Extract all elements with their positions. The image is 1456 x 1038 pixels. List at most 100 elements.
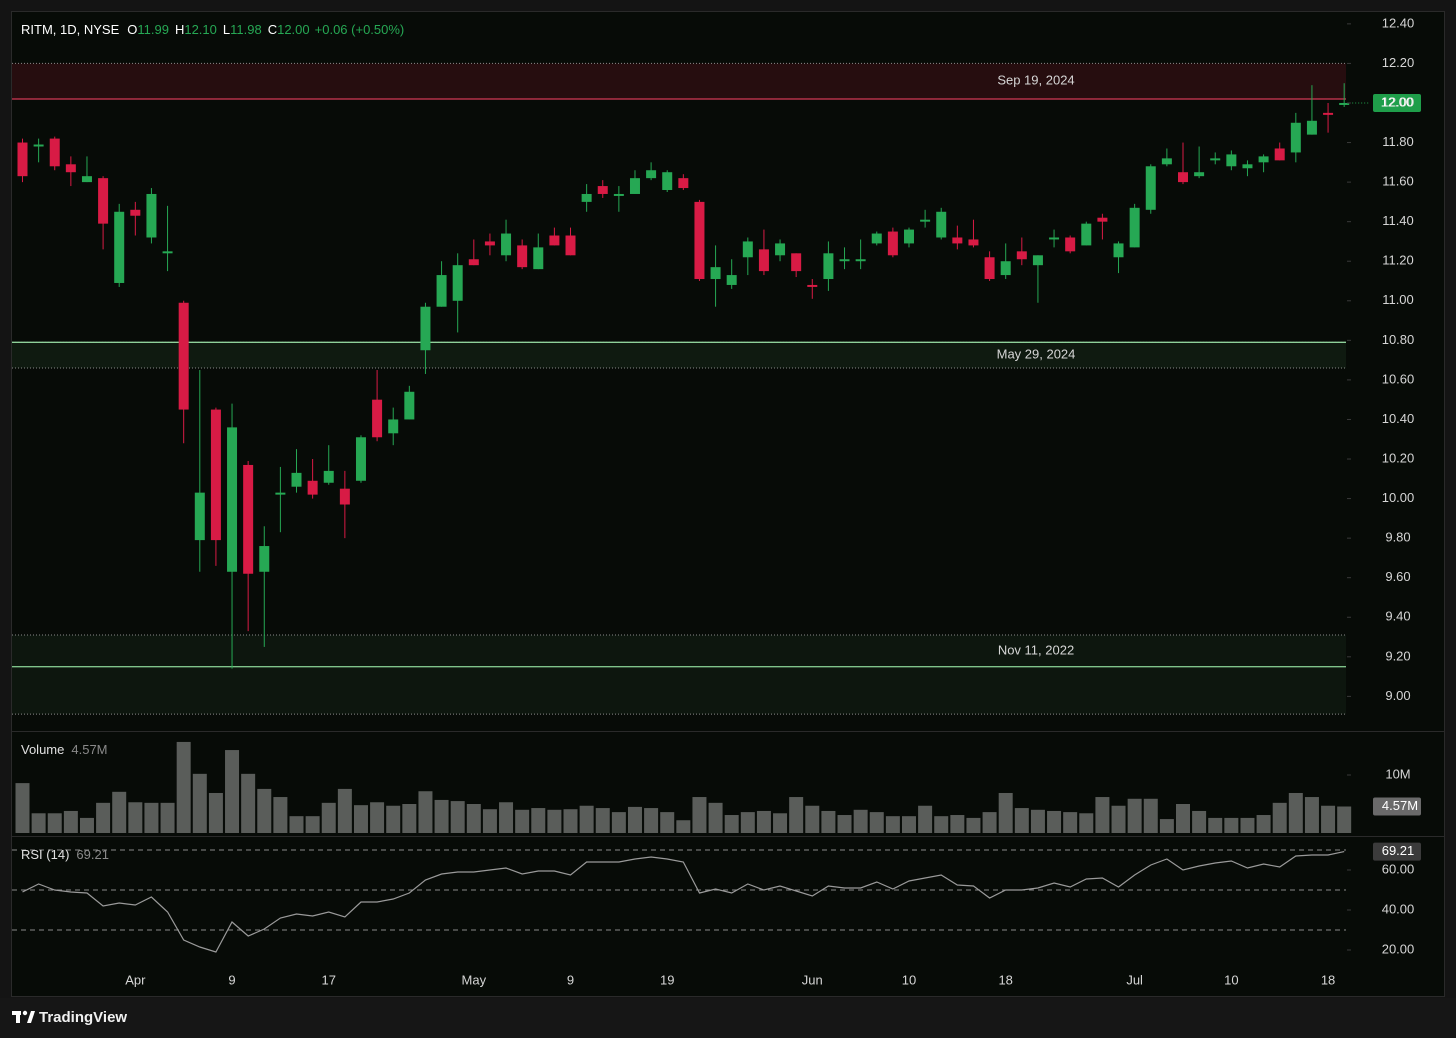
readout-key: L [223, 22, 230, 37]
zone-band [12, 635, 1346, 715]
volume-bar [450, 801, 465, 833]
candle-body [855, 259, 866, 262]
volume-bar [499, 802, 514, 833]
volume-bar [821, 810, 836, 833]
zone-label: May 29, 2024 [997, 347, 1076, 362]
candle-body [597, 186, 608, 194]
candle-body [694, 201, 705, 280]
rsi-line [22, 851, 1345, 953]
volume-bar [998, 792, 1013, 833]
volume-bar [225, 750, 240, 833]
candle-body [1113, 243, 1124, 258]
candle-body [968, 239, 979, 246]
candle-body [791, 253, 802, 272]
volume-bar [1159, 819, 1174, 833]
y-tick-label: 20.00 [1382, 941, 1415, 956]
y-tick-label: 9.00 [1385, 688, 1410, 703]
readout-value: 11.99 [137, 22, 169, 37]
volume-bar [1095, 797, 1110, 833]
volume-bar [192, 773, 207, 833]
volume-bar [1272, 802, 1287, 833]
volume-bar [1030, 809, 1045, 833]
volume-bar [1224, 817, 1239, 833]
candle-body [33, 144, 44, 147]
candle-body [984, 257, 995, 280]
volume-legend: Volume 4.57M [21, 742, 108, 757]
volume-bar [531, 808, 546, 833]
candle-body [81, 176, 92, 183]
y-tick-label: 10.40 [1382, 411, 1415, 426]
x-tick-label: 17 [322, 972, 336, 987]
candle-body [355, 437, 366, 481]
volume-bar [853, 809, 868, 833]
y-tick-label: 11.80 [1382, 134, 1414, 149]
readout-key: C [268, 22, 277, 37]
candle-body [323, 470, 334, 483]
volume-bar [176, 741, 191, 833]
candle-body [227, 427, 238, 572]
x-tick-label: May [462, 972, 487, 987]
zone-band [12, 342, 1346, 369]
volume-bar [1288, 792, 1303, 833]
legend-name: RSI (14) [21, 847, 69, 862]
candle-body [1274, 148, 1285, 161]
header: RITM, 1D, NYSE O11.99 H12.10 L11.98 C12.00 +0… [21, 22, 404, 37]
footer-bar [0, 998, 1456, 1038]
candle-body [1210, 158, 1221, 161]
volume-bar [724, 815, 739, 833]
candle-body [436, 275, 447, 307]
candle-body [339, 488, 350, 505]
symbol: RITM, 1D, NYSE [21, 22, 120, 37]
candle-body [710, 267, 721, 280]
volume-bar [595, 808, 610, 833]
candle-body [678, 178, 689, 189]
volume-bar [676, 820, 691, 833]
candle-body [1049, 237, 1060, 240]
rsi-value-box [1373, 842, 1421, 861]
candle-body [372, 399, 383, 438]
candle-body [613, 193, 624, 196]
candle-body [501, 233, 512, 256]
candle-body [452, 265, 463, 301]
volume-bar [241, 773, 256, 833]
candle-body [758, 249, 769, 272]
volume-bar [579, 805, 594, 833]
candle-body [65, 164, 76, 173]
volume-bar [1208, 817, 1223, 833]
volume-bar [756, 810, 771, 833]
candle-body [775, 243, 786, 256]
y-tick-label: 10.00 [1382, 490, 1415, 505]
candle-body [920, 219, 931, 222]
volume-bar [918, 805, 933, 833]
volume-bar [337, 788, 352, 833]
y-tick-label: 11.20 [1382, 253, 1414, 268]
y-tick-label: 10.20 [1382, 450, 1415, 465]
candle-body [1129, 207, 1140, 248]
candle-body [49, 138, 60, 167]
volume-bar [418, 791, 433, 833]
volume-bar [1321, 805, 1336, 833]
y-tick-label: 12.40 [1382, 15, 1415, 30]
volume-bar [515, 809, 530, 833]
candle-body [887, 231, 898, 256]
volume-bar [1192, 810, 1207, 833]
volume-bar [144, 802, 159, 833]
candle-body [1097, 217, 1108, 222]
volume-bar [402, 803, 417, 833]
volume-bar [1047, 810, 1062, 833]
volume-bar [740, 812, 755, 833]
volume-bar [789, 797, 804, 833]
candle-body [549, 235, 560, 246]
candle-body [1161, 158, 1172, 165]
y-tick-label: 11.60 [1382, 174, 1414, 189]
volume-bar [885, 816, 900, 833]
x-tick-label: 18 [998, 972, 1012, 987]
volume-bar [1304, 797, 1319, 833]
readout-value: 12.10 [184, 22, 217, 37]
volume-bar [869, 812, 884, 833]
volume-bar [982, 812, 997, 833]
candle-body [420, 306, 431, 351]
candle-body [646, 170, 657, 179]
candle-body [952, 237, 963, 244]
